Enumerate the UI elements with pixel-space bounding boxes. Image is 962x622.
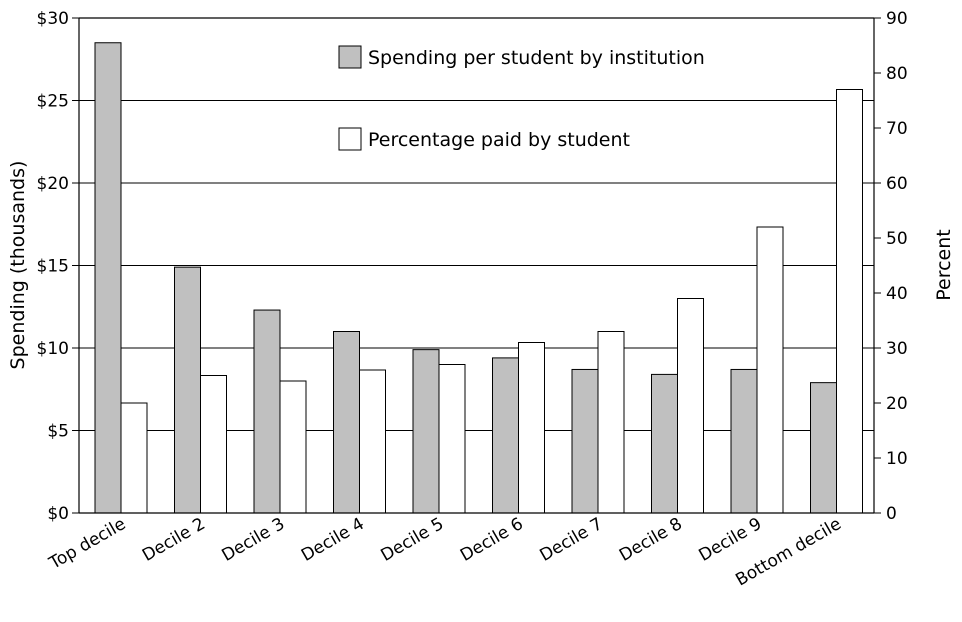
x-tick-label: Decile 4 xyxy=(298,514,368,566)
bar-percentage xyxy=(120,402,148,514)
x-tick-label: Decile 2 xyxy=(139,514,209,566)
bar-percentage xyxy=(438,364,466,514)
bar-percentage xyxy=(756,226,784,514)
bar-percentage xyxy=(279,380,307,514)
right-tick-label: 0 xyxy=(886,504,897,524)
left-tick-label: $10 xyxy=(37,339,69,359)
left-tick-label: $15 xyxy=(37,257,69,277)
left-axis-title: Spending (thousands) xyxy=(7,161,29,370)
right-tick-label: 70 xyxy=(886,119,908,139)
legend-label-spending: Spending per student by institution xyxy=(368,47,705,69)
right-tick-label: 20 xyxy=(886,394,908,414)
x-tick-label: Decile 3 xyxy=(218,514,288,566)
bar-spending xyxy=(333,331,360,514)
x-tick-label: Decile 7 xyxy=(536,514,606,566)
bar-spending xyxy=(174,266,201,514)
legend-label-percentage: Percentage paid by student xyxy=(368,129,630,151)
bar-spending xyxy=(492,357,519,514)
bar-percentage xyxy=(359,369,386,514)
right-tick-label: 90 xyxy=(886,9,908,29)
bar-spending xyxy=(571,368,599,514)
left-tick-label: $5 xyxy=(47,422,69,442)
right-tick-label: 80 xyxy=(886,64,908,84)
bar-spending xyxy=(810,382,837,514)
x-axis-ticks: Top decile Decile 2 Decile 3 Decile 4 Decile… xyxy=(45,514,845,590)
right-tick-label: 40 xyxy=(886,284,908,304)
bar-spending xyxy=(253,309,281,514)
bar-percentage xyxy=(597,331,625,514)
legend-swatch-spending xyxy=(338,45,362,69)
legend: Spending per student by institution Perc… xyxy=(338,45,705,151)
left-tick-label: $30 xyxy=(37,9,69,29)
right-axis-title: Percent xyxy=(933,229,955,301)
bars xyxy=(94,42,863,514)
bar-spending xyxy=(730,368,758,514)
bar-percentage xyxy=(518,342,545,514)
x-tick-label: Decile 6 xyxy=(457,514,527,566)
bar-percentage xyxy=(677,298,704,514)
right-axis-ticks: 0 10 20 30 40 50 60 70 80 90 xyxy=(874,9,908,524)
right-tick-label: 10 xyxy=(886,449,908,469)
left-axis-ticks: $0 $5 $10 $15 $20 $25 $30 xyxy=(37,9,79,524)
bar-spending xyxy=(412,349,440,514)
legend-swatch-percentage xyxy=(338,127,362,151)
x-tick-label: Decile 5 xyxy=(377,514,447,566)
right-tick-label: 60 xyxy=(886,174,908,194)
left-tick-label: $20 xyxy=(37,174,69,194)
x-tick-label: Decile 8 xyxy=(616,514,686,566)
right-tick-label: 30 xyxy=(886,339,908,359)
bar-spending xyxy=(651,373,678,514)
left-tick-label: $0 xyxy=(47,504,69,524)
bar-percentage xyxy=(836,89,863,514)
bar-percentage xyxy=(200,375,227,514)
left-tick-label: $25 xyxy=(37,92,69,112)
right-tick-label: 50 xyxy=(886,229,908,249)
x-tick-label: Decile 9 xyxy=(695,514,765,566)
bar-spending xyxy=(94,42,122,514)
